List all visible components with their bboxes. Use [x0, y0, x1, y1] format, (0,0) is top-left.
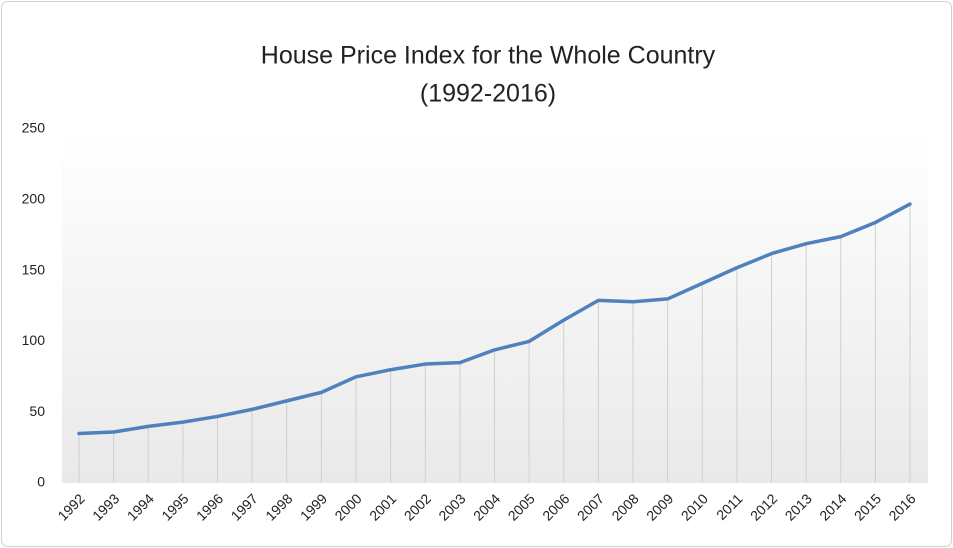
y-tick-label: 200	[22, 191, 46, 207]
data-line	[77, 202, 912, 436]
y-tick-label: 150	[22, 261, 46, 277]
y-tick-label: 50	[29, 403, 45, 419]
chart-title: House Price Index for the Whole Country	[261, 42, 716, 70]
y-tick-label: 0	[37, 474, 45, 490]
chart-subtitle: (1992-2016)	[420, 80, 556, 108]
y-tick-label: 100	[22, 332, 46, 348]
y-tick-label: 250	[22, 120, 46, 136]
